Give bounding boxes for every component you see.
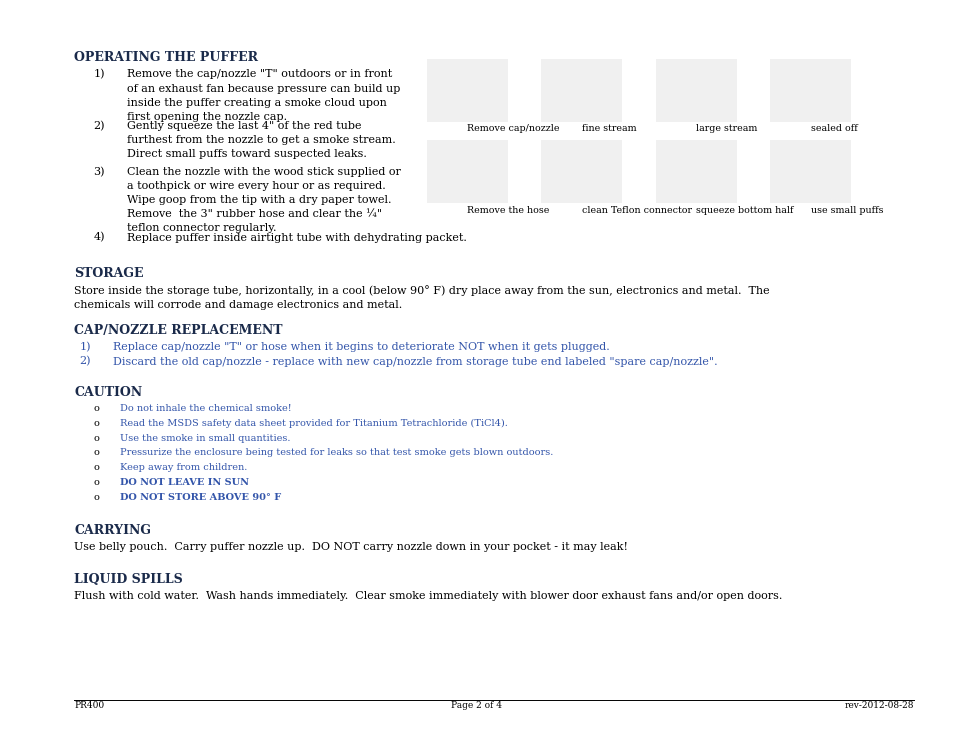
Text: LIQUID SPILLS: LIQUID SPILLS [74,573,183,586]
Text: o: o [93,463,99,472]
Text: Remove the cap/nozzle "T" outdoors or in front: Remove the cap/nozzle "T" outdoors or in… [127,69,392,80]
Text: of an exhaust fan because pressure can build up: of an exhaust fan because pressure can b… [127,83,400,94]
Text: Clean the nozzle with the wood stick supplied or: Clean the nozzle with the wood stick sup… [127,167,400,177]
Text: squeeze bottom half: squeeze bottom half [696,206,793,215]
Text: Use belly pouch.  Carry puffer nozzle up.  DO NOT carry nozzle down in your pock: Use belly pouch. Carry puffer nozzle up.… [74,542,628,552]
Text: 3): 3) [93,167,105,177]
Text: fine stream: fine stream [581,125,636,134]
Text: Remove the hose: Remove the hose [467,206,549,215]
Bar [541,140,621,203]
Text: sealed off: sealed off [810,125,857,134]
Text: furthest from the nozzle to get a smoke stream.: furthest from the nozzle to get a smoke … [127,135,395,145]
Text: inside the puffer creating a smoke cloud upon: inside the puffer creating a smoke cloud… [127,97,386,108]
Bar [770,59,850,122]
Text: Gently squeeze the last 4" of the red tube: Gently squeeze the last 4" of the red tu… [127,121,361,131]
Bar [770,140,850,203]
Text: Keep away from children.: Keep away from children. [120,463,248,472]
Bar [655,59,736,122]
Text: Flush with cold water.  Wash hands immediately.  Clear smoke immediately with bl: Flush with cold water. Wash hands immedi… [74,591,782,601]
Text: Store inside the storage tube, horizontally, in a cool (below 90° F) dry place a: Store inside the storage tube, horizonta… [74,286,769,297]
Text: Replace puffer inside airtight tube with dehydrating packet.: Replace puffer inside airtight tube with… [127,232,466,243]
Text: Pressurize the enclosure being tested for leaks so that test smoke gets blown ou: Pressurize the enclosure being tested fo… [120,449,553,458]
Text: PR400: PR400 [74,702,105,711]
Text: o: o [93,434,99,443]
Text: Remove cap/nozzle: Remove cap/nozzle [467,125,559,134]
Text: 2): 2) [93,121,105,131]
Text: Wipe goop from the tip with a dry paper towel.: Wipe goop from the tip with a dry paper … [127,195,391,205]
Text: 1): 1) [93,69,105,80]
Text: large stream: large stream [696,125,757,134]
Text: use small puffs: use small puffs [810,206,882,215]
Text: Remove  the 3" rubber hose and clear the ¼": Remove the 3" rubber hose and clear the … [127,209,381,219]
Text: STORAGE: STORAGE [74,267,144,280]
Text: o: o [93,419,99,428]
Text: teflon connector regularly.: teflon connector regularly. [127,223,276,233]
Bar [427,140,507,203]
Text: o: o [93,404,99,413]
Text: OPERATING THE PUFFER: OPERATING THE PUFFER [74,50,258,63]
Text: 1): 1) [79,342,91,352]
Text: 4): 4) [93,232,105,243]
Bar [427,59,507,122]
Text: Discard the old cap/nozzle - replace with new cap/nozzle from storage tube end l: Discard the old cap/nozzle - replace wit… [112,356,717,367]
Text: o: o [93,478,99,487]
Text: Page 2 of 4: Page 2 of 4 [451,702,502,711]
Text: rev-2012-08-28: rev-2012-08-28 [843,702,913,711]
Text: o: o [93,449,99,458]
Text: DO NOT LEAVE IN SUN: DO NOT LEAVE IN SUN [120,478,249,487]
Text: o: o [93,493,99,502]
Text: Direct small puffs toward suspected leaks.: Direct small puffs toward suspected leak… [127,149,366,159]
Text: DO NOT STORE ABOVE 90° F: DO NOT STORE ABOVE 90° F [120,493,281,502]
Bar [655,140,736,203]
Text: Do not inhale the chemical smoke!: Do not inhale the chemical smoke! [120,404,292,413]
Text: 2): 2) [79,356,91,367]
Text: chemicals will corrode and damage electronics and metal.: chemicals will corrode and damage electr… [74,300,402,311]
Bar [541,59,621,122]
Text: first opening the nozzle cap.: first opening the nozzle cap. [127,111,287,122]
Text: CAP/NOZZLE REPLACEMENT: CAP/NOZZLE REPLACEMENT [74,323,283,337]
Text: CARRYING: CARRYING [74,523,152,537]
Text: a toothpick or wire every hour or as required.: a toothpick or wire every hour or as req… [127,181,385,191]
Text: Read the MSDS safety data sheet provided for Titanium Tetrachloride (TiCl4).: Read the MSDS safety data sheet provided… [120,418,508,428]
Text: Use the smoke in small quantities.: Use the smoke in small quantities. [120,434,291,443]
Text: CAUTION: CAUTION [74,385,142,399]
Text: Replace cap/nozzle "T" or hose when it begins to deteriorate NOT when it gets pl: Replace cap/nozzle "T" or hose when it b… [112,342,609,352]
Text: clean Teflon connector: clean Teflon connector [581,206,691,215]
